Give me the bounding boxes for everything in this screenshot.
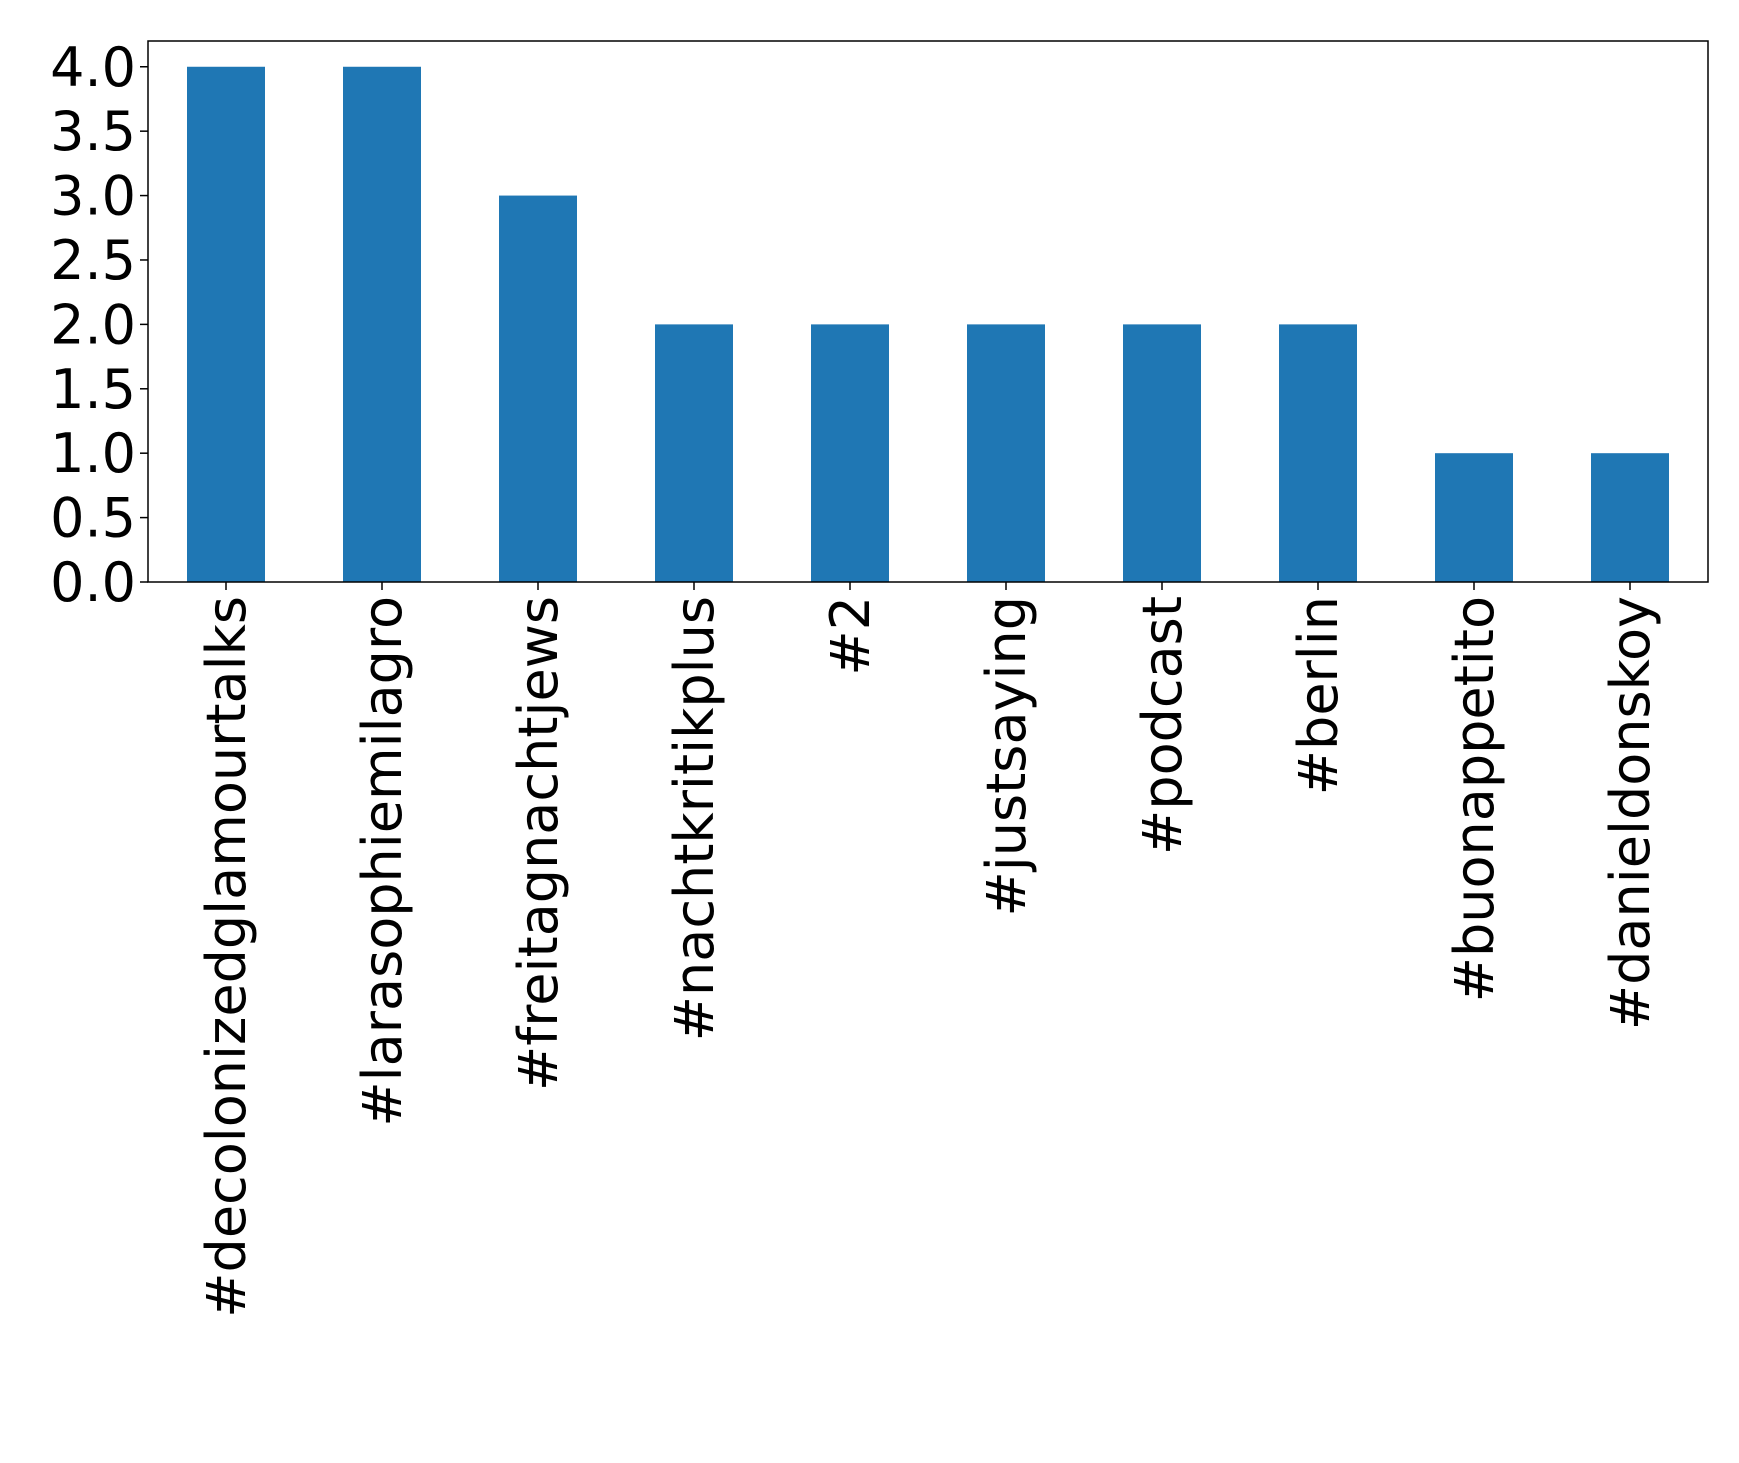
x-tick-label: #larasophiemilagro <box>351 596 414 1127</box>
x-tick-label: #justsaying <box>975 596 1038 916</box>
bar <box>187 66 265 582</box>
bar <box>1123 324 1201 582</box>
bar <box>811 324 889 582</box>
y-tick-label: 1.0 <box>50 422 136 485</box>
x-tick-label: #decolonizedglamourtalks <box>195 596 258 1318</box>
y-tick-label: 2.0 <box>50 293 136 356</box>
bar <box>1279 324 1357 582</box>
x-tick-label: #buonappetito <box>1443 596 1506 1002</box>
y-tick-label: 0.0 <box>50 551 136 614</box>
y-tick-label: 2.5 <box>50 229 136 292</box>
plot-frame <box>147 40 1709 583</box>
bar <box>1435 453 1513 582</box>
bar <box>499 195 577 583</box>
x-tick-label: #danieldonskoy <box>1599 596 1662 1030</box>
x-tick-label: #nachtkritikplus <box>663 596 726 1041</box>
y-tick-label: 0.5 <box>50 487 136 550</box>
x-tick-label: #podcast <box>1131 596 1194 855</box>
bar <box>967 324 1045 582</box>
x-tick-label: #freitagnachtjews <box>507 596 570 1091</box>
y-tick-label: 4.0 <box>50 36 136 99</box>
bar <box>655 324 733 582</box>
bar <box>1591 453 1669 582</box>
y-tick-label: 1.5 <box>50 358 136 421</box>
y-tick-label: 3.5 <box>50 100 136 163</box>
y-tick-label: 3.0 <box>50 165 136 228</box>
x-tick-label: #2 <box>819 596 882 676</box>
x-tick-label: #berlin <box>1287 596 1350 795</box>
bar <box>343 66 421 582</box>
